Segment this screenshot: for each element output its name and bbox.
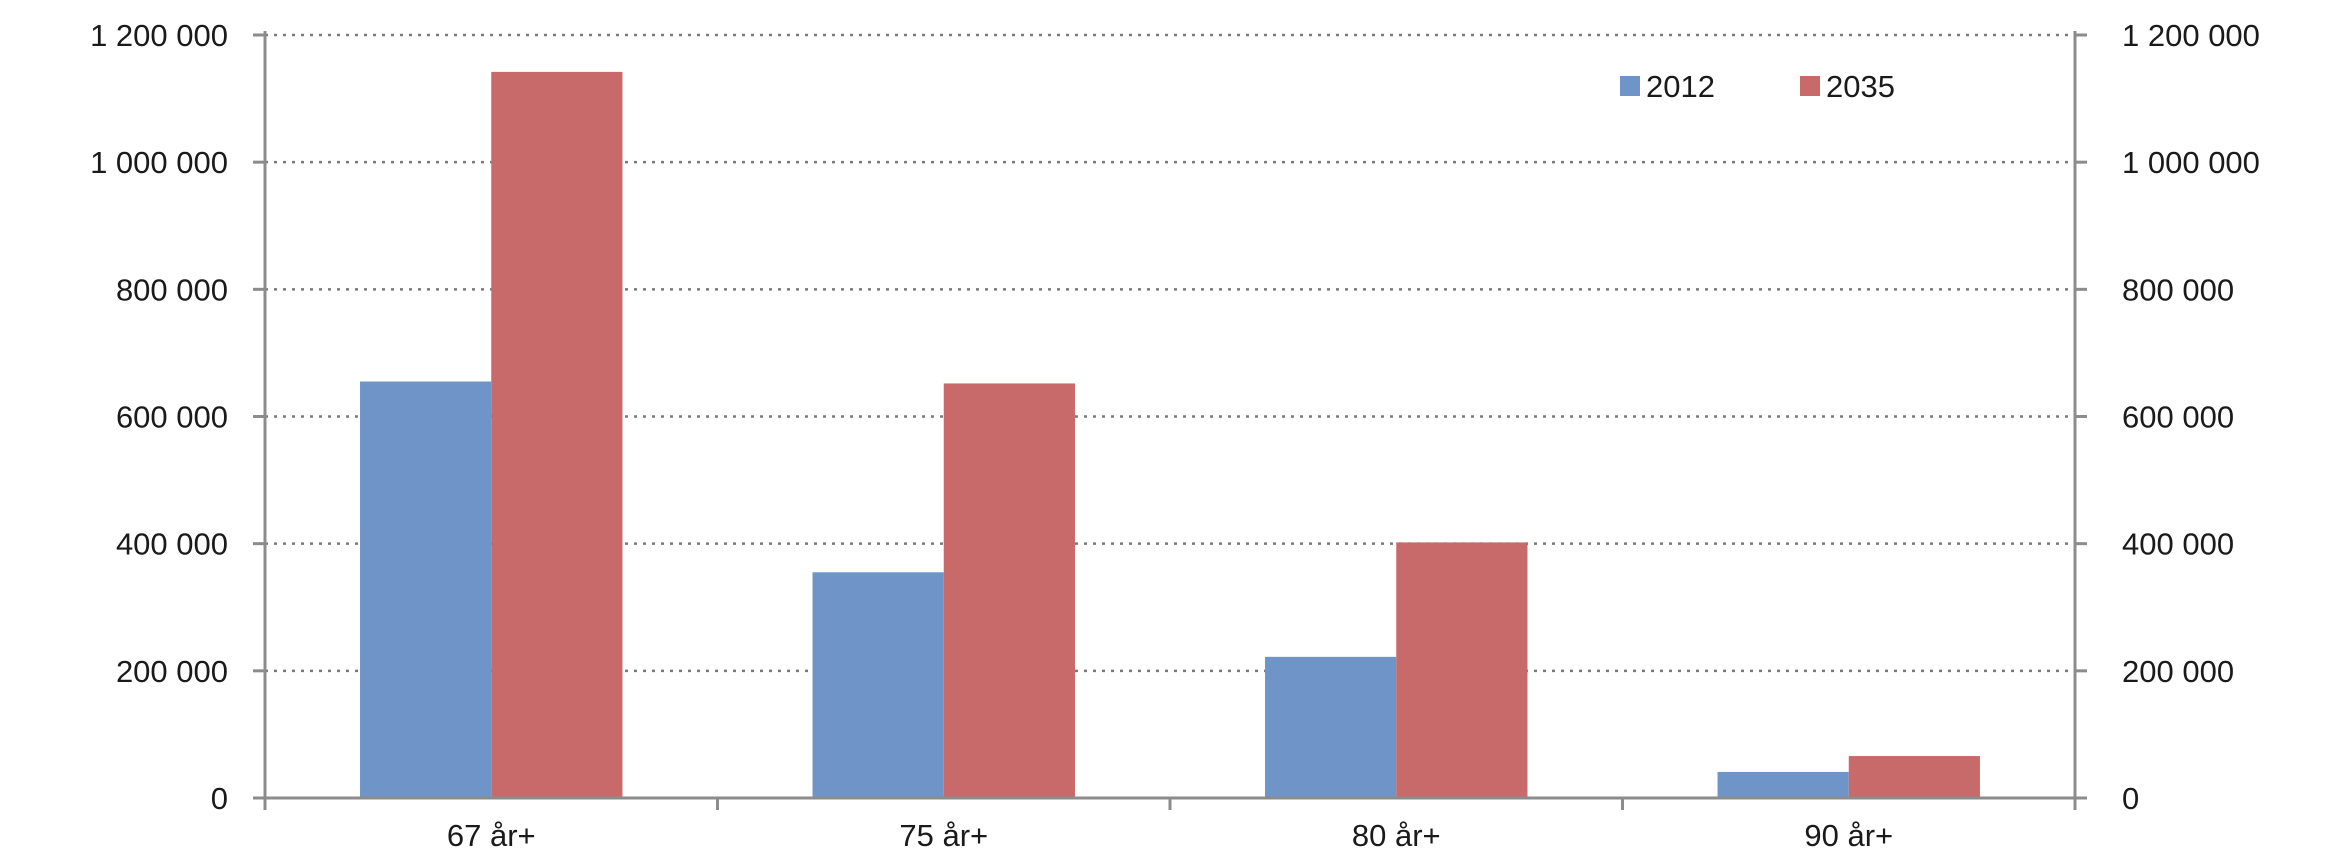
right-y-tick-label: 0 — [2122, 781, 2139, 816]
right-y-tick-label: 1 000 000 — [2122, 145, 2260, 180]
x-axis-category-labels: 67 år+ 75 år+ 80 år+ 90 år+ — [447, 818, 1893, 853]
left-y-tick-label: 1 200 000 — [90, 18, 228, 53]
legend-label-2012: 2012 — [1646, 69, 1715, 104]
bar-2012-3 — [1265, 656, 1397, 798]
axes — [253, 31, 2087, 810]
right-y-tick-label: 200 000 — [2122, 654, 2234, 689]
right-y-tick-label: 400 000 — [2122, 527, 2234, 562]
right-y-tick-label: 600 000 — [2122, 400, 2234, 435]
left-y-tick-label: 0 — [211, 781, 228, 816]
x-category-label: 80 år+ — [1352, 818, 1441, 853]
bar-2035-2 — [943, 383, 1075, 798]
bar-2012-4 — [1717, 771, 1849, 798]
left-y-tick-label: 200 000 — [116, 654, 228, 689]
bar-2035-1 — [491, 71, 623, 798]
x-category-label: 90 år+ — [1804, 818, 1893, 853]
bar-2035-3 — [1396, 542, 1528, 798]
right-y-tick-label: 1 200 000 — [2122, 18, 2260, 53]
legend-swatch-2035 — [1800, 76, 1820, 96]
left-y-tick-label: 1 000 000 — [90, 145, 228, 180]
right-y-axis-tick-labels: 0 200 000 400 000 600 000 800 000 1 000 000 1 … — [2122, 18, 2260, 816]
left-y-tick-label: 400 000 — [116, 527, 228, 562]
bar-2035-4 — [1848, 756, 1980, 798]
left-y-axis-tick-labels: 0 200 000 400 000 600 000 800 000 1 000 000 1 … — [90, 18, 228, 816]
left-y-tick-label: 600 000 — [116, 400, 228, 435]
x-category-label: 75 år+ — [899, 818, 988, 853]
bar-2012-2 — [812, 572, 944, 798]
bars — [360, 71, 1980, 798]
legend: 2012 2035 — [1620, 69, 1895, 104]
legend-label-2035: 2035 — [1826, 69, 1895, 104]
left-y-tick-label: 800 000 — [116, 272, 228, 307]
legend-swatch-2012 — [1620, 76, 1640, 96]
x-category-label: 67 år+ — [447, 818, 536, 853]
right-y-tick-label: 800 000 — [2122, 272, 2234, 307]
bar-2012-1 — [360, 381, 492, 798]
